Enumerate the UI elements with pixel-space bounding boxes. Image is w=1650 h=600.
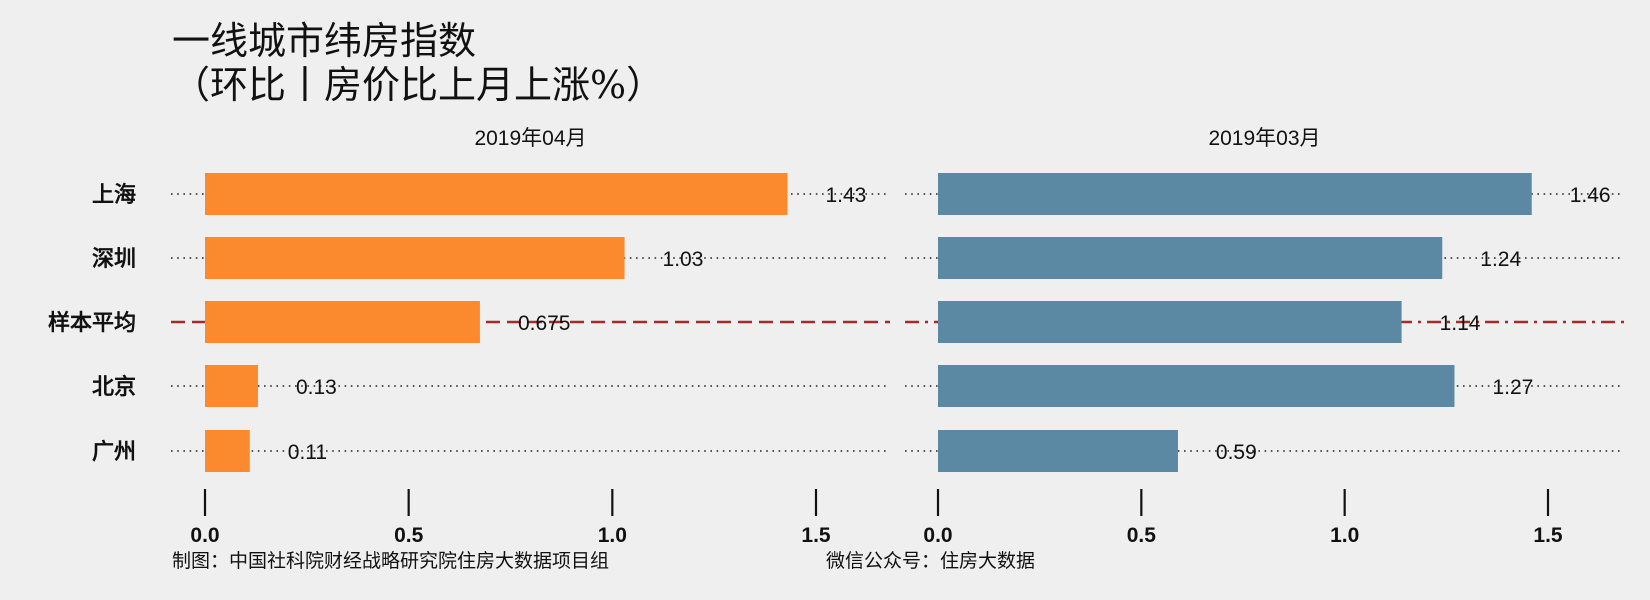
category-label: 上海 [92, 182, 136, 208]
x-tick-label: 1.0 [598, 524, 627, 547]
value-label: 1.14 [1440, 312, 1481, 335]
x-tick-label: 1.5 [801, 524, 831, 547]
category-label: 北京 [92, 374, 136, 400]
bar-深圳 [938, 237, 1443, 279]
panel-2: 2019年03月 1.46 1.24 1.14 1.27 0.59 0.0 0.5 1.0 1.5 [905, 127, 1624, 547]
bar-广州 [938, 430, 1178, 472]
bar-上海 [938, 173, 1532, 215]
panel-1: 2019年04月 1.43 上海 1.03 深圳 0.675 样本平均 0.13 北京 0.11 广… [48, 127, 890, 547]
category-label: 深圳 [92, 246, 136, 272]
value-label: 1.46 [1570, 184, 1611, 207]
value-label: 1.24 [1480, 248, 1521, 271]
value-label: 1.43 [825, 184, 866, 207]
x-tick-label: 0.5 [394, 524, 424, 547]
category-label: 样本平均 [48, 310, 136, 336]
x-tick-label: 1.5 [1533, 524, 1563, 547]
value-label: 0.675 [518, 312, 571, 335]
value-label: 0.59 [1216, 441, 1257, 464]
chart-title: 一线城市纬房指数 [172, 19, 476, 63]
bar-广州 [205, 430, 250, 472]
chart-subtitle: （环比丨房价比上月上涨%） [172, 63, 664, 107]
x-tick-label: 0.0 [923, 524, 952, 547]
bar-上海 [205, 173, 788, 215]
bar-北京 [205, 365, 258, 407]
bar-样本平均 [205, 301, 480, 343]
facet-title: 2019年03月 [1208, 127, 1320, 150]
value-label: 0.11 [288, 441, 327, 464]
bar-北京 [938, 365, 1455, 407]
facet-panels: 2019年04月 1.43 上海 1.03 深圳 0.675 样本平均 0.13 北京 0.11 广… [48, 127, 1624, 547]
bar-样本平均 [938, 301, 1402, 343]
x-tick-label: 0.0 [190, 524, 219, 547]
caption-source: 制图：中国社科院财经战略研究院住房大数据项目组 [172, 550, 609, 572]
facet-title: 2019年04月 [474, 127, 586, 150]
bar-深圳 [205, 237, 625, 279]
caption-wechat: 微信公众号：住房大数据 [826, 550, 1035, 572]
x-tick-label: 1.0 [1330, 524, 1359, 547]
x-tick-label: 0.5 [1127, 524, 1157, 547]
value-label: 0.13 [296, 376, 337, 399]
category-label: 广州 [92, 439, 136, 465]
value-label: 1.03 [663, 248, 704, 271]
value-label: 1.27 [1492, 376, 1533, 399]
